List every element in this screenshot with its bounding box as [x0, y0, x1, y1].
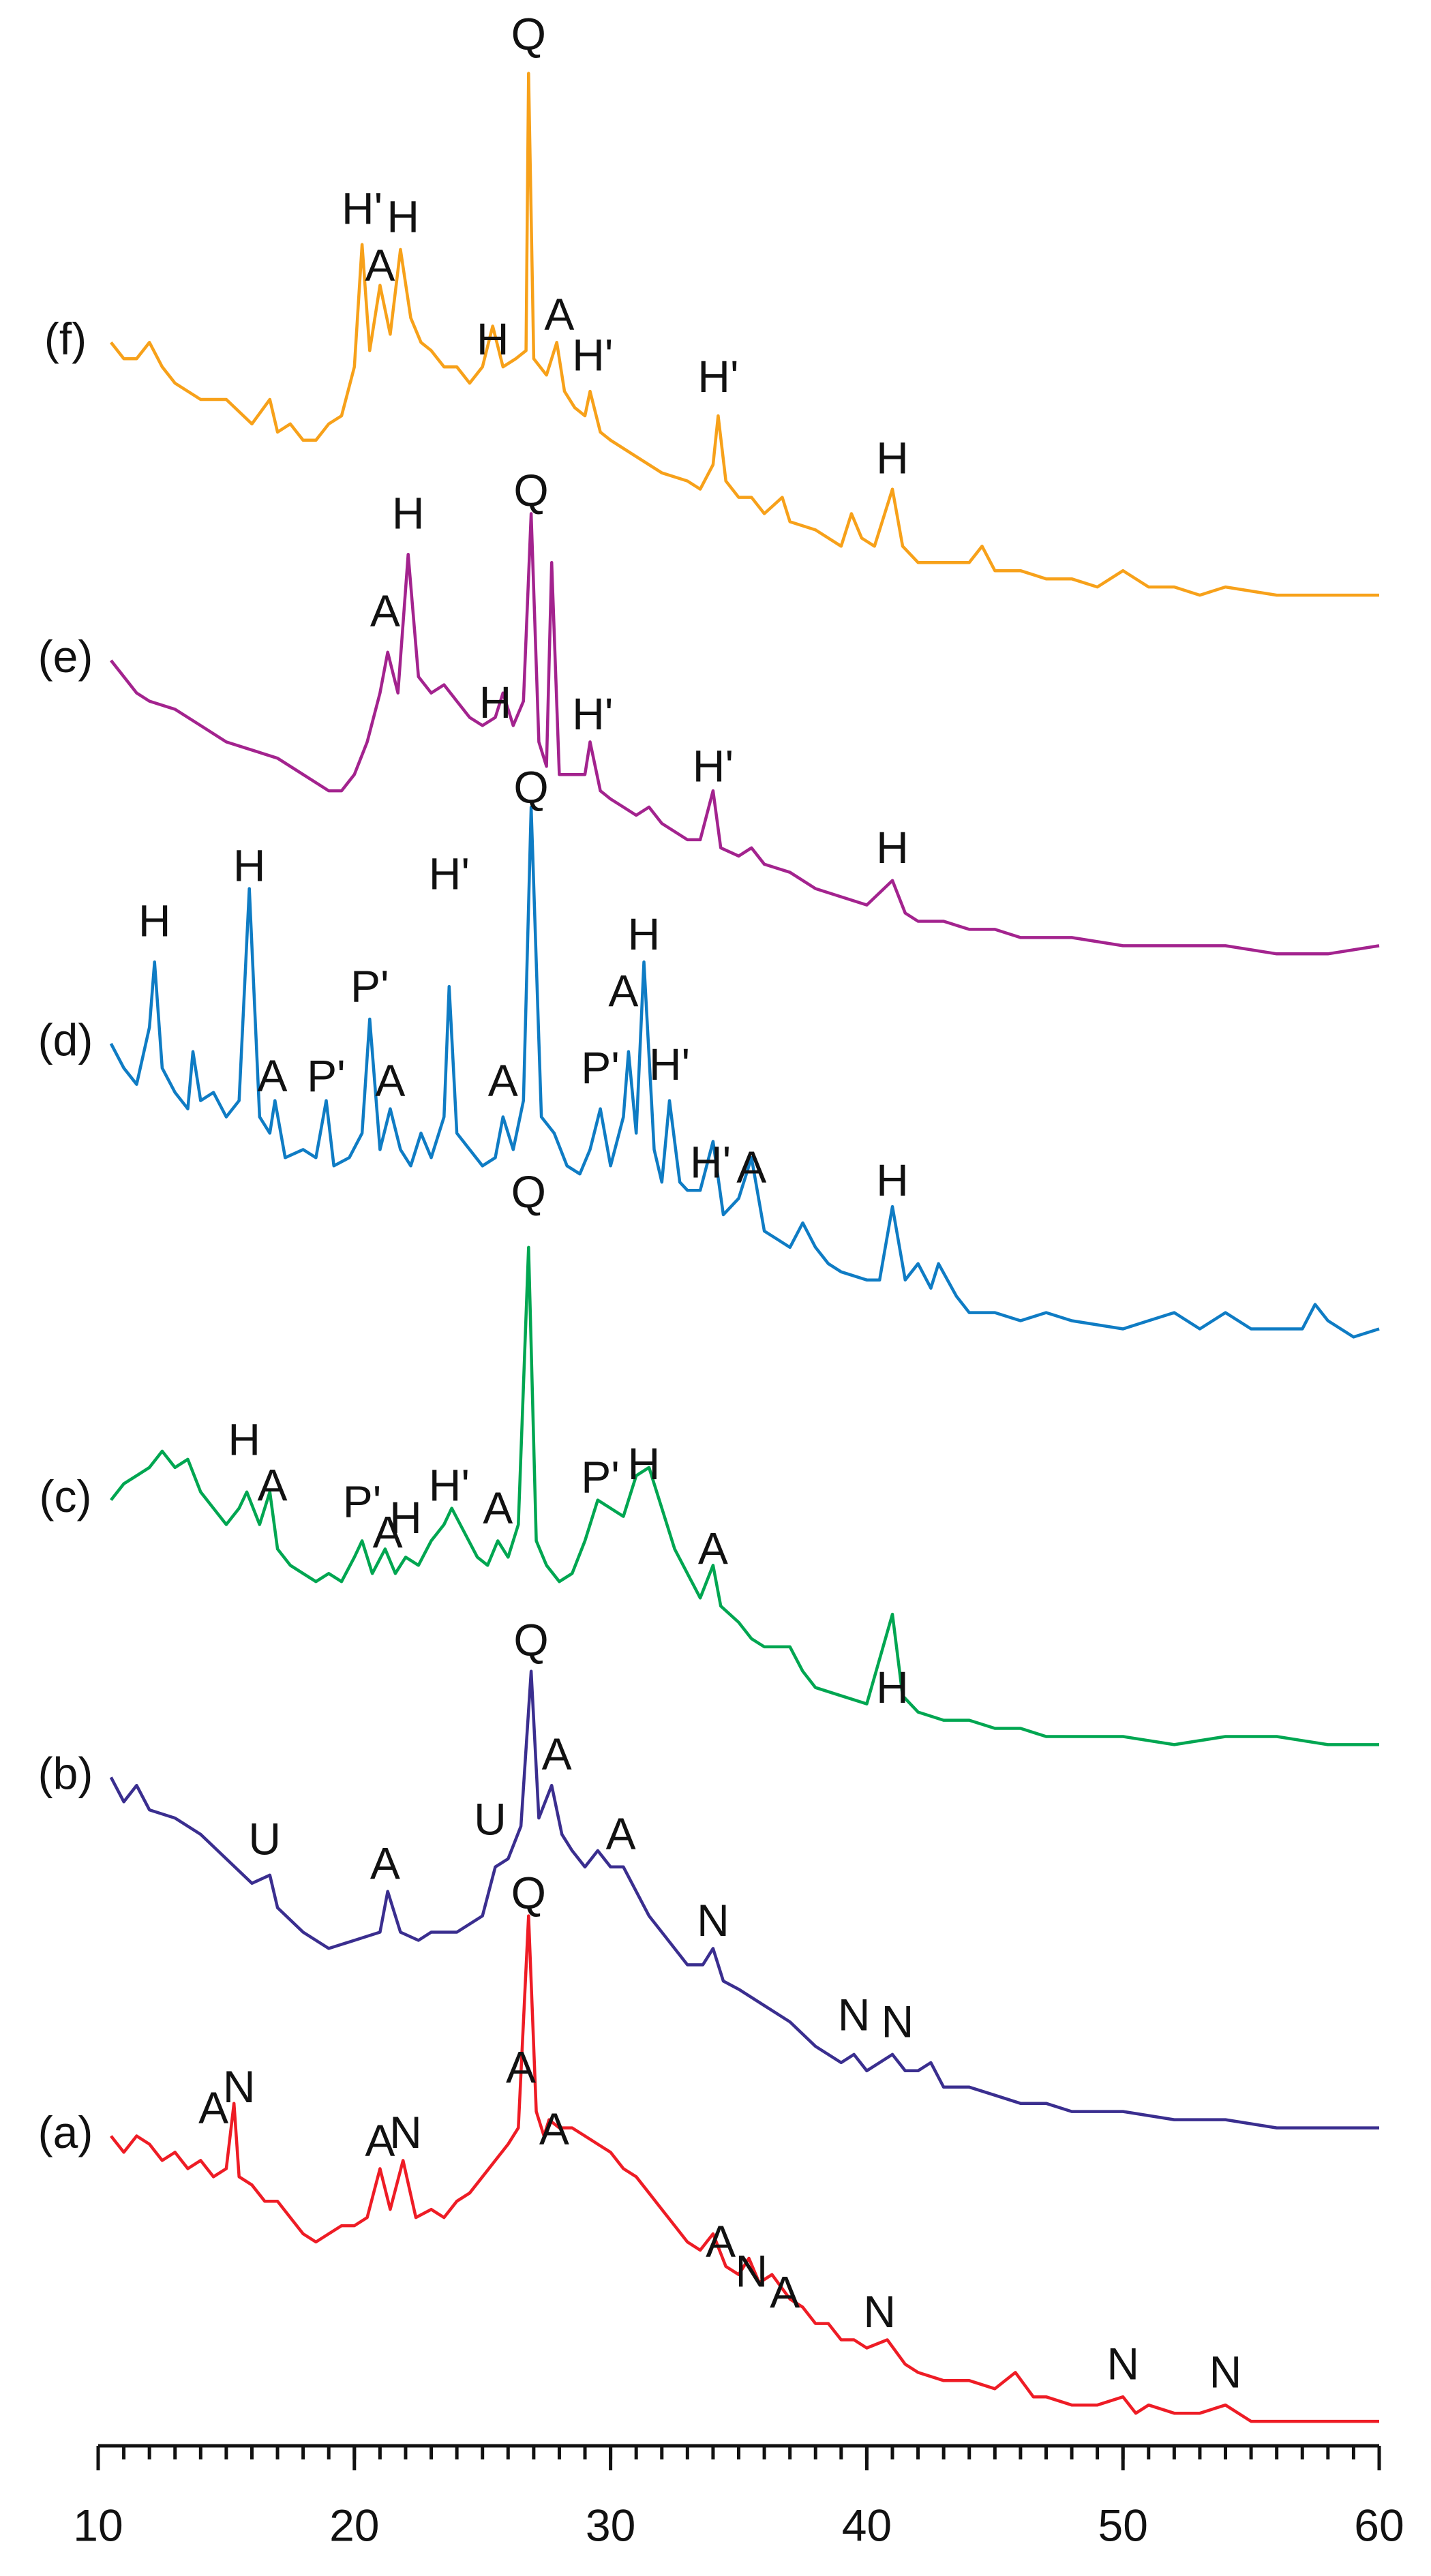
peak-label: H' [693, 740, 734, 791]
peak-label: N [735, 2245, 768, 2296]
peak-label: H' [572, 330, 613, 380]
xrd-pattern [110, 1914, 1379, 2423]
xrd-pattern [110, 512, 1380, 956]
peak-label: A [488, 1055, 518, 1106]
x-tick-label: 10 [73, 2500, 123, 2550]
x-tick-label: 50 [1098, 2500, 1147, 2550]
peak-label: H [387, 191, 419, 241]
x-tick-label: 30 [586, 2500, 635, 2550]
peak-label: H [228, 1414, 260, 1464]
peak-label: U [474, 1794, 507, 1845]
peak-label: Q [511, 1867, 546, 1918]
peak-label: Q [513, 762, 548, 813]
peak-label: N [223, 2061, 256, 2112]
x-tick-label: 20 [329, 2500, 379, 2550]
peak-label: N [838, 1990, 871, 2040]
peak-label: H [479, 677, 512, 727]
peak-label: H' [697, 351, 738, 401]
peak-label: A [506, 2042, 536, 2092]
peak-label: A [698, 1524, 728, 1574]
peak-label: N [863, 2286, 896, 2337]
peak-label: A [539, 2104, 569, 2154]
peak-label: H' [572, 688, 613, 739]
peak-label: H [138, 896, 171, 946]
peak-label: A [365, 240, 395, 290]
peak-label: H [389, 1492, 422, 1543]
peak-label: N [697, 1895, 729, 1945]
peak-label: A [373, 1507, 403, 1558]
peak-label: H [876, 432, 909, 483]
xrd-pattern [110, 72, 1379, 597]
series-label: (f) [44, 314, 87, 364]
peak-label: A [198, 2082, 228, 2133]
x-tick-label: 60 [1354, 2500, 1404, 2550]
peak-label: A [258, 1050, 288, 1101]
peak-label: H [628, 1438, 661, 1489]
peak-label: Q [511, 1166, 546, 1217]
peak-label: A [370, 586, 400, 636]
peak-label: P' [581, 1451, 620, 1502]
peak-label: A [606, 1808, 636, 1859]
peak-label: N [1106, 2339, 1139, 2389]
series-label: (a) [38, 2107, 93, 2157]
peak-label: N [1209, 2347, 1242, 2397]
peak-label: A [608, 966, 638, 1016]
peak-label: H [876, 1155, 909, 1205]
peak-label: Q [513, 465, 548, 515]
peak-label: A [375, 1055, 405, 1106]
series-label: (e) [38, 631, 93, 682]
series-label: (c) [40, 1471, 92, 1521]
peak-label: H [477, 314, 509, 364]
peak-label: A [365, 2115, 395, 2166]
peak-label: H [876, 1662, 909, 1712]
peak-label: H' [342, 183, 382, 233]
peak-label: A [736, 1142, 766, 1192]
peak-label: N [882, 1996, 914, 2046]
peak-label: A [370, 1838, 400, 1888]
xrd-pattern [109, 1669, 1379, 2130]
peak-label: A [258, 1459, 288, 1510]
xrd-pattern [109, 805, 1380, 1339]
peak-label: H' [649, 1039, 690, 1089]
peak-label: P' [350, 960, 389, 1011]
peak-label: H [392, 488, 425, 539]
x-tick-label: 40 [842, 2500, 892, 2550]
peak-label: P' [307, 1050, 346, 1101]
peak-label: A [544, 289, 574, 339]
series-label: (b) [38, 1748, 93, 1799]
peak-label: Q [513, 1615, 548, 1665]
xrd-pattern [110, 1245, 1379, 1746]
peak-label: H' [690, 1137, 731, 1187]
peak-label: P' [343, 1476, 382, 1526]
peak-label: H [628, 909, 661, 959]
peak-label: A [706, 2216, 736, 2267]
peak-label: H' [429, 1459, 470, 1510]
series-label: (d) [38, 1014, 93, 1065]
peak-label: Q [511, 8, 546, 59]
peak-label: U [248, 1813, 281, 1864]
peak-label: H' [429, 848, 470, 898]
peak-label: A [542, 1729, 572, 1779]
peak-label: A [483, 1483, 513, 1533]
peak-label: P' [581, 1042, 620, 1093]
peak-label: H [876, 822, 909, 873]
peak-label: H [233, 840, 266, 890]
peak-label: N [389, 2107, 422, 2157]
peak-label: A [770, 2267, 800, 2317]
